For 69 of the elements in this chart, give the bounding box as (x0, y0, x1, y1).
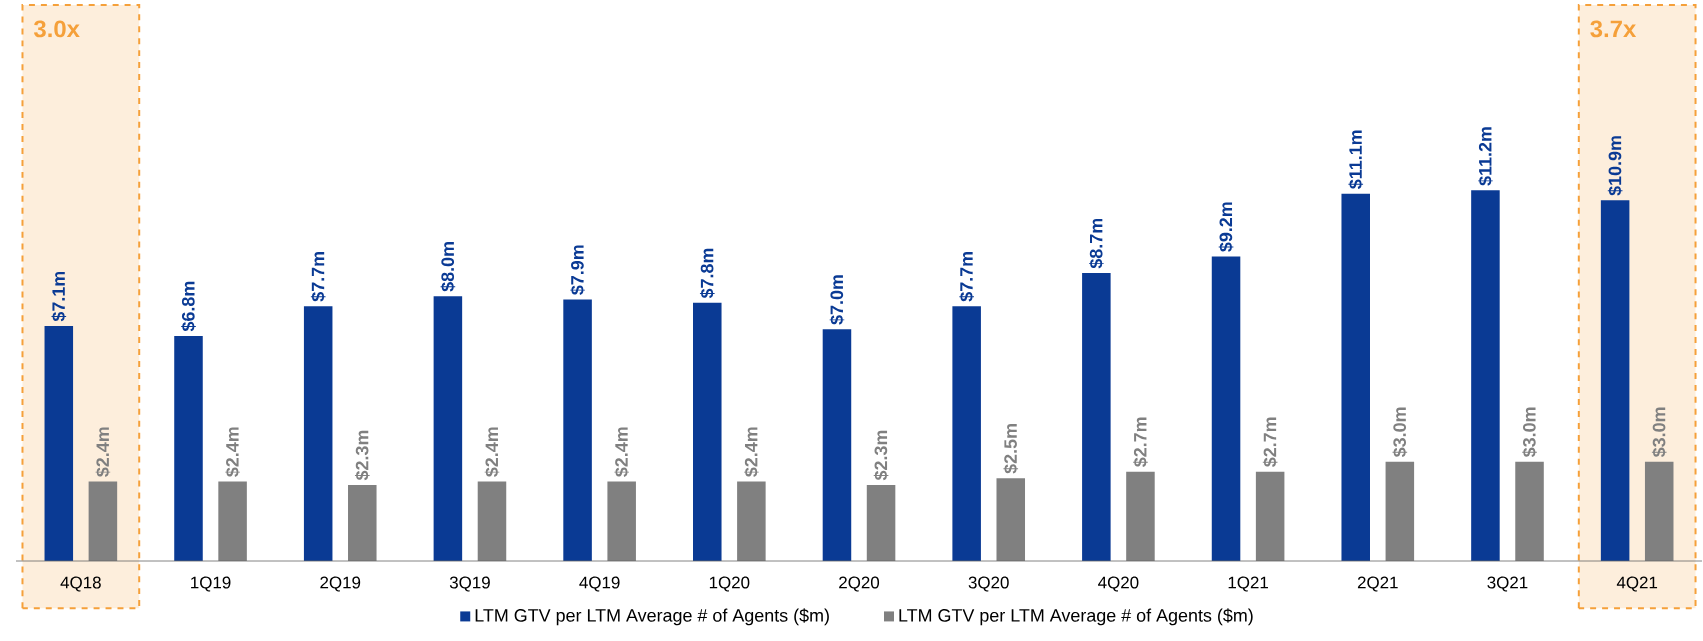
x-tick-label: 1Q19 (191, 576, 231, 592)
bar (348, 484, 377, 561)
data-label: $3.0m (1651, 407, 1667, 458)
data-label: $10.9m (1607, 136, 1623, 196)
data-label: $2.5m (1003, 424, 1019, 474)
bar (88, 481, 118, 561)
bar (1385, 461, 1415, 561)
bar (1471, 190, 1500, 561)
data-label: $7.1m (51, 271, 67, 322)
data-label: $2.4m (95, 427, 111, 477)
data-label: $8.7m (1089, 218, 1104, 269)
x-tick-label: 3Q20 (968, 576, 1009, 592)
data-label: $8.0m (440, 242, 456, 292)
legend-label: LTM GTV per LTM Average # of Agents ($m) (475, 608, 829, 626)
bar (693, 302, 722, 561)
bar (303, 306, 333, 561)
bar (1515, 461, 1544, 561)
bar (433, 296, 463, 561)
bar (1126, 471, 1155, 561)
data-label: $6.8m (181, 281, 196, 332)
bar (1082, 273, 1111, 561)
x-tick-label: 4Q18 (60, 576, 101, 592)
bar (174, 335, 203, 561)
data-label: $3.0m (1392, 407, 1408, 458)
data-label: $11.1m (1348, 130, 1364, 189)
bar (607, 481, 636, 561)
x-tick-label: 4Q19 (579, 576, 620, 592)
data-label: $2.7m (1133, 417, 1148, 467)
data-label: $2.7m (1262, 417, 1278, 467)
data-label: $2.4m (744, 427, 759, 477)
bar (866, 484, 896, 561)
bar (218, 481, 247, 561)
data-label: $9.2m (1218, 202, 1234, 252)
bar (996, 478, 1026, 561)
data-label: $11.2m (1478, 127, 1493, 186)
x-tick-label: 2Q19 (320, 576, 361, 592)
bar (1255, 471, 1285, 561)
band-label: 3.0x (33, 20, 80, 38)
data-label: $7.7m (959, 252, 974, 302)
x-tick-label: 1Q21 (1228, 576, 1268, 592)
bar (1600, 200, 1630, 561)
x-tick-label: 1Q20 (709, 576, 750, 592)
data-label: $2.4m (225, 427, 240, 477)
x-tick-label: 3Q21 (1487, 576, 1528, 592)
bar (477, 481, 507, 561)
data-label: $2.4m (614, 427, 629, 477)
bar (1644, 461, 1674, 561)
legend-label: LTM GTV per LTM Average # of Agents ($m) (899, 608, 1253, 626)
data-label: $2.3m (354, 430, 370, 481)
x-tick-label: 3Q19 (449, 576, 490, 592)
bar (1211, 256, 1241, 561)
bar (44, 326, 74, 561)
band-label: 3.7x (1590, 20, 1637, 38)
x-tick-label: 2Q20 (839, 576, 880, 592)
bar (822, 329, 852, 561)
x-tick-label: 2Q21 (1357, 576, 1398, 592)
bar (1341, 193, 1370, 561)
data-label: $7.8m (699, 248, 715, 299)
x-tick-label: 4Q20 (1098, 576, 1139, 592)
bar (952, 306, 981, 561)
x-tick-label: 4Q21 (1616, 576, 1658, 592)
data-label: $2.3m (873, 430, 889, 481)
bar (563, 299, 592, 561)
data-label: $3.0m (1522, 407, 1537, 458)
data-label: $7.9m (570, 245, 585, 295)
bar (737, 481, 766, 561)
data-label: $2.4m (484, 427, 500, 477)
data-label: $7.0m (829, 275, 845, 325)
data-label: $7.7m (310, 252, 326, 302)
